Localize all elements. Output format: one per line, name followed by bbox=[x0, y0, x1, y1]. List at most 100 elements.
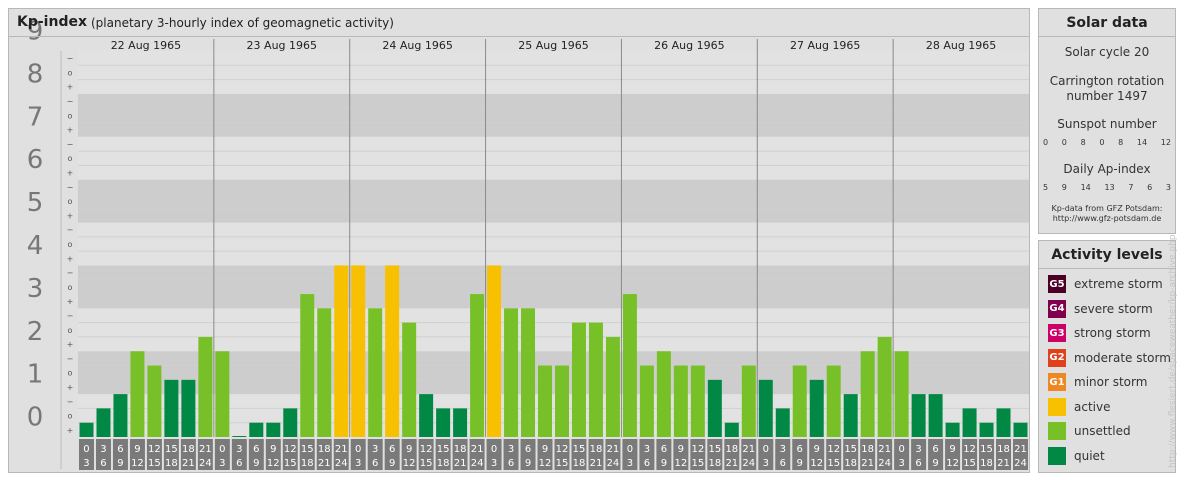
x-interval-end: 15 bbox=[963, 458, 976, 469]
kp-bar bbox=[232, 436, 247, 437]
kp-bar bbox=[979, 422, 994, 437]
minor-tick-label: o bbox=[68, 68, 73, 77]
x-interval-end: 18 bbox=[844, 458, 857, 469]
activity-levels-panel: Activity levels G5 extreme storm G4 severe … bbox=[1038, 240, 1176, 473]
kp-bar bbox=[487, 265, 502, 437]
y-tick-label: 8 bbox=[27, 59, 44, 89]
minor-tick-label: + bbox=[67, 83, 74, 92]
kp-bar bbox=[470, 294, 485, 437]
kp-bar bbox=[724, 422, 739, 437]
activity-level-item: G2 moderate storm bbox=[1048, 348, 1171, 367]
x-interval-cell bbox=[163, 439, 179, 470]
x-interval-start: 6 bbox=[797, 444, 803, 455]
minor-tick-label: − bbox=[67, 54, 74, 63]
kp-bar bbox=[436, 408, 451, 437]
x-interval-cell bbox=[214, 439, 230, 470]
activity-level-swatch: G4 bbox=[1048, 299, 1066, 318]
x-interval-end: 24 bbox=[1014, 458, 1027, 469]
y-tick-label: 9 bbox=[27, 17, 44, 47]
y-tick-label: 7 bbox=[27, 102, 44, 132]
x-interval-cell bbox=[231, 439, 247, 470]
x-interval-cell bbox=[775, 439, 791, 470]
x-interval-cell bbox=[690, 439, 706, 470]
kp-bar bbox=[249, 422, 264, 437]
x-interval-start: 21 bbox=[742, 444, 755, 455]
x-interval-start: 3 bbox=[372, 444, 378, 455]
source-watermark: http://www.flesiert.de/spaceweather/kp-a… bbox=[1168, 234, 1178, 468]
chart-title: Kp-index bbox=[17, 14, 87, 30]
x-interval-end: 6 bbox=[915, 458, 921, 469]
x-interval-start: 9 bbox=[542, 444, 548, 455]
x-interval-end: 18 bbox=[301, 458, 314, 469]
x-interval-cell bbox=[112, 439, 128, 470]
x-interval-end: 12 bbox=[539, 458, 552, 469]
x-interval-end: 18 bbox=[165, 458, 178, 469]
x-interval-end: 24 bbox=[607, 458, 620, 469]
x-interval-start: 9 bbox=[949, 444, 955, 455]
kp-bar bbox=[622, 294, 637, 437]
kp-bar bbox=[792, 365, 807, 437]
activity-level-label: extreme storm bbox=[1074, 277, 1163, 291]
x-interval-start: 6 bbox=[253, 444, 259, 455]
x-interval-start: 12 bbox=[691, 444, 704, 455]
x-interval-start: 15 bbox=[437, 444, 450, 455]
x-interval-start: 9 bbox=[406, 444, 412, 455]
daily-ap-values: 5 9 14 13 7 6 3 bbox=[1043, 183, 1171, 192]
x-interval-end: 24 bbox=[199, 458, 212, 469]
x-interval-cell bbox=[911, 439, 927, 470]
x-interval-start: 0 bbox=[627, 444, 633, 455]
x-interval-start: 0 bbox=[83, 444, 89, 455]
day-label: 28 Aug 1965 bbox=[926, 39, 996, 52]
kp-chart: 0123456789+o−+o−+o−+o−+o−+o−+o−+o−+o−22 … bbox=[27, 17, 1029, 470]
activity-level-item: quiet bbox=[1048, 446, 1105, 465]
x-interval-start: 15 bbox=[708, 444, 721, 455]
x-interval-cell bbox=[860, 439, 876, 470]
x-interval-start: 21 bbox=[471, 444, 484, 455]
x-interval-end: 24 bbox=[878, 458, 891, 469]
minor-tick-label: o bbox=[68, 111, 73, 120]
minor-tick-label: + bbox=[67, 426, 74, 435]
x-interval-end: 3 bbox=[763, 458, 769, 469]
activity-level-label: unsettled bbox=[1074, 424, 1131, 438]
activity-level-label: strong storm bbox=[1074, 326, 1151, 340]
minor-tick-label: − bbox=[67, 397, 74, 406]
kp-bar bbox=[826, 365, 841, 437]
minor-tick-label: + bbox=[67, 297, 74, 306]
x-interval-cell bbox=[588, 439, 604, 470]
kp-bar bbox=[164, 379, 179, 437]
activity-level-swatch bbox=[1048, 446, 1066, 465]
x-interval-cell bbox=[996, 439, 1012, 470]
kp-bar bbox=[877, 336, 892, 437]
kp-bar bbox=[521, 308, 536, 437]
x-interval-cell bbox=[452, 439, 468, 470]
x-interval-cell bbox=[826, 439, 842, 470]
y-tick-label: 4 bbox=[27, 231, 44, 261]
x-interval-end: 15 bbox=[556, 458, 569, 469]
activity-levels-title: Activity levels bbox=[1039, 241, 1175, 269]
minor-tick-label: o bbox=[68, 240, 73, 249]
kp-bar bbox=[571, 322, 586, 437]
y-tick-label: 1 bbox=[27, 360, 44, 390]
minor-tick-label: + bbox=[67, 126, 74, 135]
kp-bar bbox=[402, 322, 417, 437]
x-interval-end: 12 bbox=[403, 458, 416, 469]
x-interval-end: 21 bbox=[590, 458, 603, 469]
x-interval-end: 15 bbox=[284, 458, 297, 469]
day-label: 25 Aug 1965 bbox=[518, 39, 588, 52]
carrington-rotation-label: Carrington rotation bbox=[1049, 74, 1165, 88]
kp-bar bbox=[300, 294, 315, 437]
x-interval-end: 12 bbox=[946, 458, 959, 469]
carrington-rotation-number: number 1497 bbox=[1066, 89, 1148, 103]
minor-tick-label: o bbox=[68, 154, 73, 163]
minor-tick-label: − bbox=[67, 140, 74, 149]
minor-tick-label: − bbox=[67, 183, 74, 192]
solar-data-panel: Solar data Solar cycle 20 Carrington rot… bbox=[1038, 8, 1176, 234]
activity-level-swatch: G5 bbox=[1048, 275, 1066, 293]
kp-bar bbox=[351, 265, 366, 437]
day-label: 27 Aug 1965 bbox=[790, 39, 860, 52]
x-interval-end: 9 bbox=[117, 458, 123, 469]
x-interval-start: 12 bbox=[148, 444, 161, 455]
x-interval-start: 6 bbox=[661, 444, 667, 455]
x-interval-start: 15 bbox=[301, 444, 314, 455]
x-interval-start: 0 bbox=[355, 444, 361, 455]
